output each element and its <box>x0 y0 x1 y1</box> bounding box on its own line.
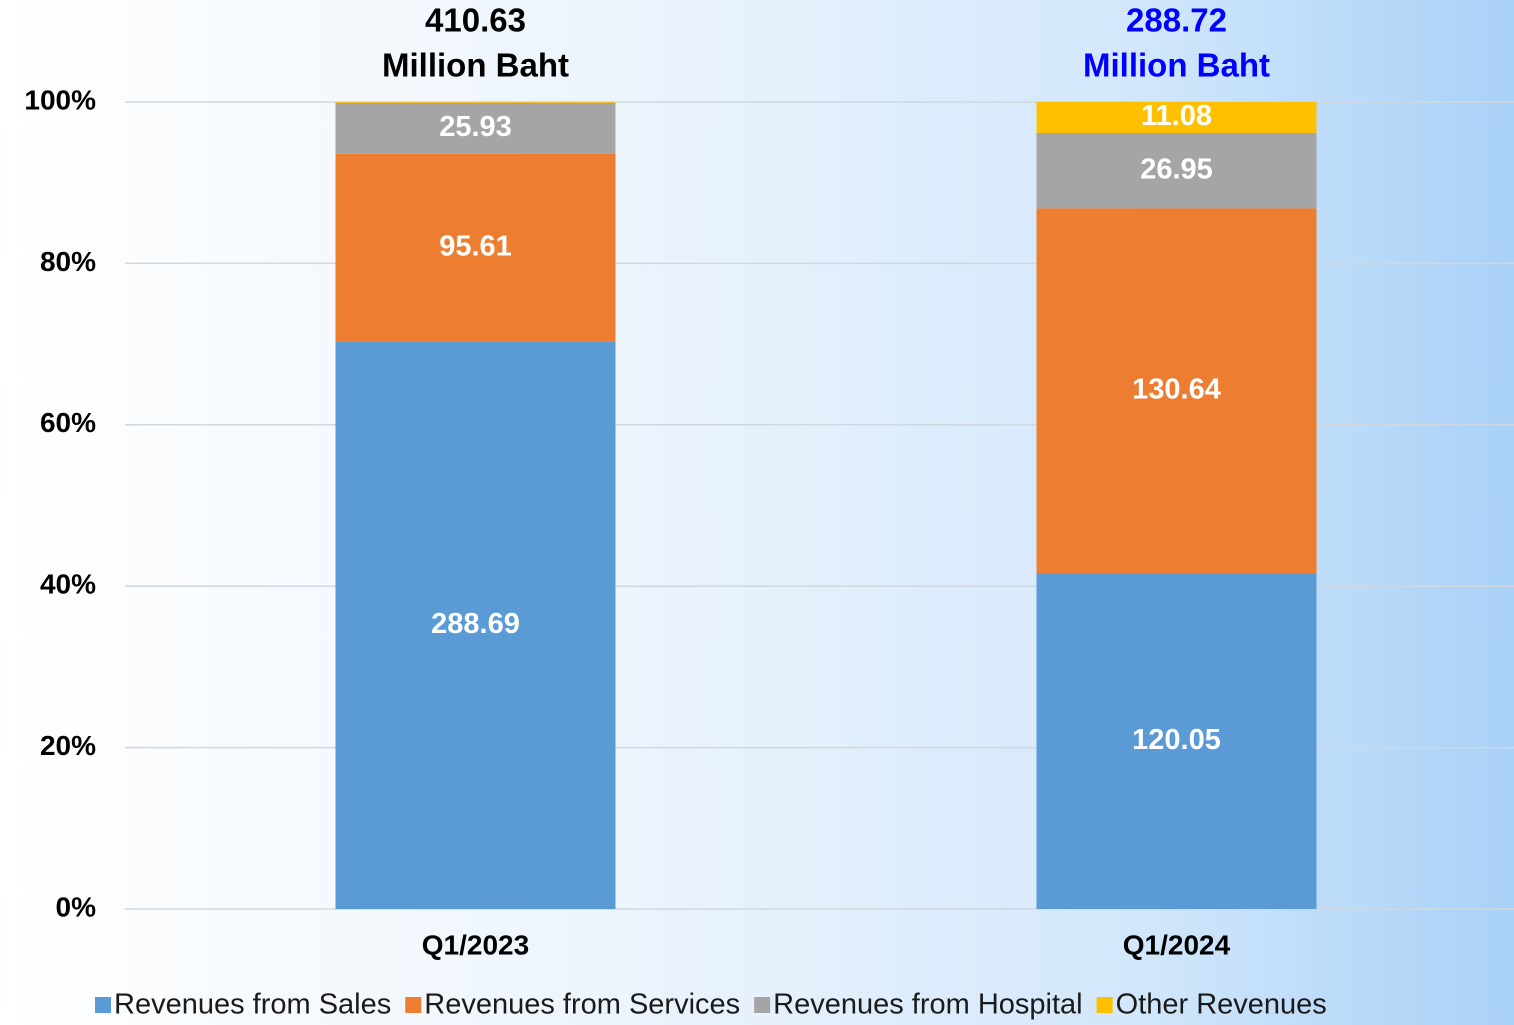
data-label: 130.64 <box>1132 374 1221 406</box>
total-value: 410.63 <box>425 2 526 39</box>
total-unit: Million Baht <box>1083 47 1270 84</box>
data-label: 95.61 <box>439 230 512 262</box>
data-label: 120.05 <box>1132 724 1221 756</box>
bar-segment <box>1036 102 1317 133</box>
x-tick-label: Q1/2023 <box>422 929 529 960</box>
data-label: 288.69 <box>431 608 520 640</box>
legend-swatch <box>754 997 771 1013</box>
y-tick-label: 0% <box>56 891 97 922</box>
y-tick-label: 60% <box>40 407 96 438</box>
total-unit: Million Baht <box>382 47 569 84</box>
bar-segment <box>335 102 616 103</box>
data-label: 26.95 <box>1140 153 1213 185</box>
bar-segment <box>1036 208 1317 574</box>
legend-swatch <box>405 997 422 1013</box>
bar-segment <box>1036 132 1317 209</box>
y-tick-label: 100% <box>24 84 96 115</box>
legend-label: Other Revenues <box>1116 989 1327 1021</box>
y-tick-label: 20% <box>40 730 96 761</box>
bar-segment <box>335 341 616 909</box>
legend-label: Revenues from Hospital <box>773 989 1082 1021</box>
y-tick-label: 40% <box>40 569 96 600</box>
bar-segment <box>1036 573 1317 909</box>
bar-segment <box>335 153 616 342</box>
legend-label: Revenues from Sales <box>114 989 391 1021</box>
legend-swatch <box>95 997 111 1013</box>
x-tick-label: Q1/2024 <box>1123 929 1231 960</box>
y-tick-label: 80% <box>40 246 96 277</box>
data-label: 25.93 <box>439 111 512 143</box>
legend-swatch <box>1096 997 1113 1013</box>
legend-label: Revenues from Services <box>424 989 740 1021</box>
data-label: 11.08 <box>1141 100 1212 132</box>
total-value: 288.72 <box>1126 2 1227 39</box>
bar-segment <box>335 102 616 154</box>
